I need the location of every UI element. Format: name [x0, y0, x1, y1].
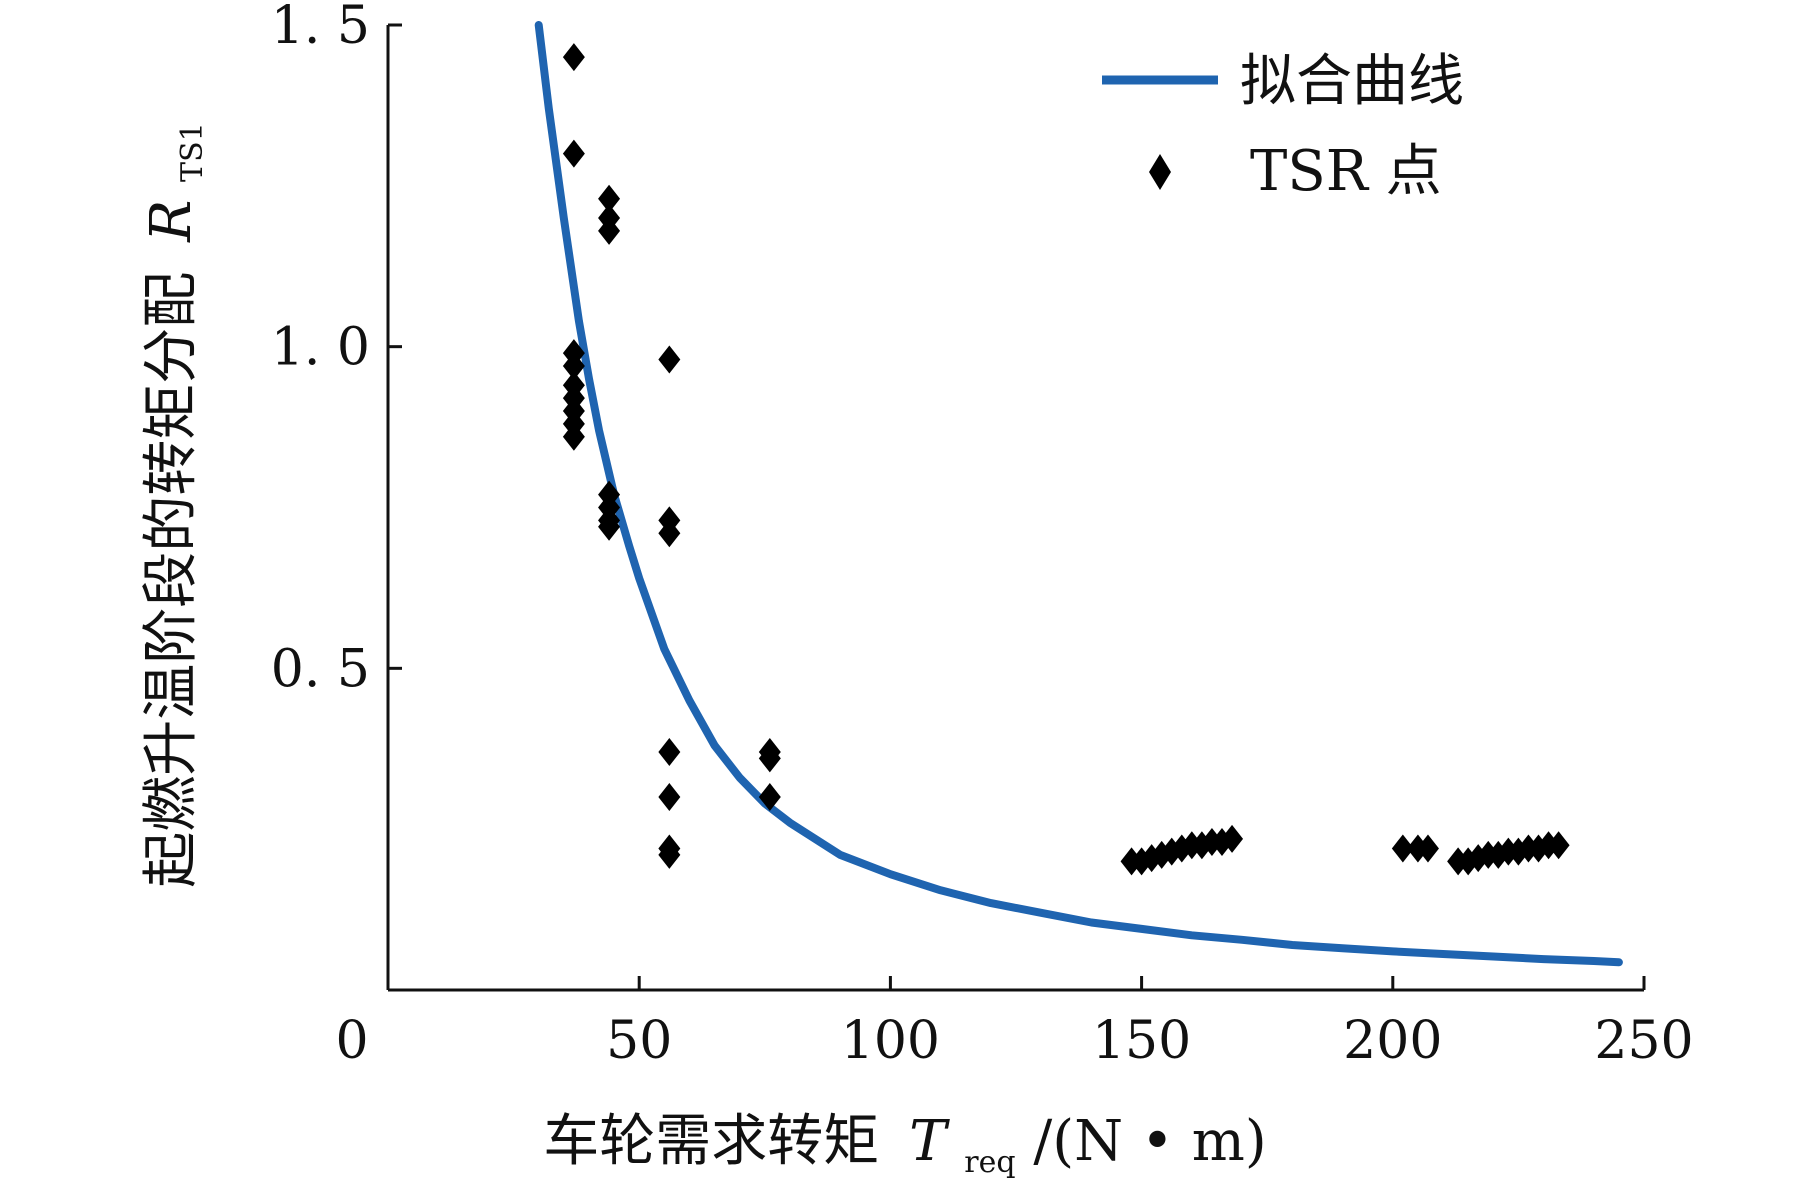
y-tick-label: 1. 5 [271, 0, 370, 56]
x-axis-title-symbol: T [909, 1109, 950, 1174]
ticks [388, 23, 1646, 990]
x-tick-label: 100 [841, 1011, 940, 1071]
tick-labels: 0 50 100 150 200 250 0. 5 1. 0 1. 5 [271, 0, 1694, 1071]
tsr-point [658, 519, 681, 548]
tsr-point [1391, 834, 1414, 863]
legend: 拟合曲线 TSR 点 [1102, 49, 1464, 204]
y-axis-title-symbol: R [139, 200, 204, 243]
tsr-point [598, 216, 621, 245]
tsr-point [598, 512, 621, 541]
tsr-point [598, 184, 621, 213]
x-tick-label: 50 [606, 1011, 672, 1071]
tsr-point [758, 783, 781, 811]
x-tick-label: 150 [1092, 1011, 1191, 1071]
tsr-point [562, 139, 585, 168]
y-tick-label: 0. 5 [271, 639, 370, 699]
legend-diamond-swatch [1149, 154, 1171, 190]
y-axis-title: 起燃升温阶段的转矩分配 R TS1 [139, 122, 210, 887]
tsr-point [562, 43, 585, 72]
axes [386, 25, 1644, 992]
legend-label-tsr: TSR 点 [1250, 139, 1442, 204]
x-axis-title: 车轮需求转矩 T req /(N • m) [543, 1109, 1266, 1178]
tsr-points-layer [562, 43, 1570, 876]
tsr-point [658, 345, 681, 374]
tsr-point [562, 351, 585, 380]
x-tick-label: 200 [1343, 1011, 1442, 1071]
tsr-point [658, 737, 681, 766]
fit-curve-layer [534, 21, 1623, 967]
tsr-point [1221, 824, 1244, 853]
tsr-point [658, 840, 681, 869]
tsr-point [758, 744, 781, 773]
tsr-point [1547, 831, 1570, 860]
x-tick-label: 0 [335, 1011, 368, 1071]
fit-curve-line [534, 21, 1623, 967]
y-axis-title-text: 起燃升温阶段的转矩分配 [139, 272, 204, 888]
x-axis-title-text: 车轮需求转矩 [543, 1109, 879, 1174]
y-tick-label: 1. 0 [271, 318, 370, 378]
tsr-point [562, 422, 585, 451]
x-axis-title-unit: /(N • m) [1033, 1109, 1266, 1174]
x-axis-title-subscript: req [964, 1145, 1015, 1178]
x-tick-label: 250 [1594, 1011, 1693, 1071]
y-axis-title-subscript: TS1 [175, 122, 210, 182]
tsr-point [1416, 834, 1439, 863]
tsr-point [658, 783, 681, 811]
legend-label-fit: 拟合曲线 [1240, 49, 1464, 114]
